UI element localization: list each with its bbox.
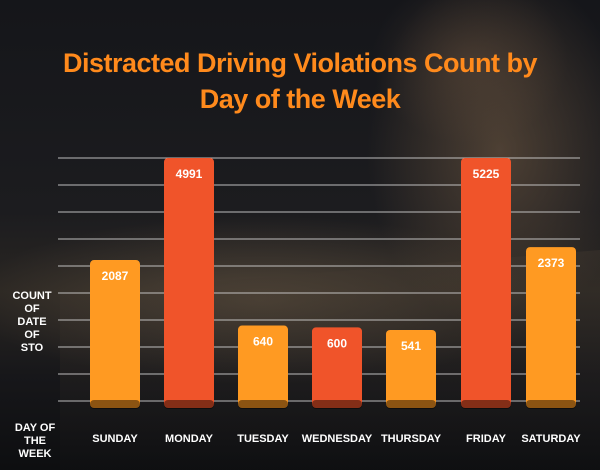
x-axis-label: DAY OF THE WEEK [6,422,64,461]
data-label: 5225 [473,167,500,181]
chart-title: Distracted Driving Violations Count by D… [40,45,560,117]
y-axis-label-line: COUNT [12,290,52,302]
bar-base-shadow [312,400,362,409]
y-axis-label: COUNT OF DATE OF STO [10,290,54,355]
bar-base-shadow [90,400,140,409]
bar-wednesday [312,327,362,408]
category-labels: SUNDAY MONDAY TUESDAY WEDNESDAY THURSDAY FRID… [92,433,581,445]
category-label-tuesday: TUESDAY [237,433,289,445]
category-label-wednesday: WEDNESDAY [302,433,373,445]
x-axis-label-line: THE WEEK [18,435,52,460]
category-label-sunday: SUNDAY [92,433,138,445]
bar-sunday [90,260,140,408]
data-label: 541 [401,339,421,353]
category-label-saturday: SATURDAY [521,433,581,445]
y-axis-label-line: OF [24,303,40,315]
y-axis-label-line: STO [20,342,44,354]
chart-title-line-2: Day of the Week [199,84,401,114]
bar-base-shadow [164,400,214,409]
bar-base-shadow [461,400,511,409]
category-label-monday: MONDAY [165,433,214,445]
bar-base-shadow [526,400,576,409]
data-label: 2087 [102,269,129,283]
chart-title-line-1: Distracted Driving Violations Count by [62,48,538,78]
bar-friday [461,158,511,408]
data-label: 600 [327,336,347,350]
bar-saturday [526,247,576,408]
data-label: 640 [253,335,273,349]
bar-thursday [386,330,436,408]
data-label: 4991 [176,167,203,181]
y-axis-label-line: DATE [17,316,47,328]
category-label-thursday: THURSDAY [381,433,442,445]
bar-base-shadow [238,400,288,409]
x-axis-label-line: DAY OF [14,422,56,434]
category-label-friday: FRIDAY [466,433,507,445]
bar-base-shadow [386,400,436,409]
y-axis-label-line: OF [24,329,40,341]
bars: 2087 4991 640 600 541 5225 2373 [90,158,576,409]
bar-monday [164,158,214,408]
bar-tuesday [238,325,288,408]
data-label: 2373 [538,256,565,270]
